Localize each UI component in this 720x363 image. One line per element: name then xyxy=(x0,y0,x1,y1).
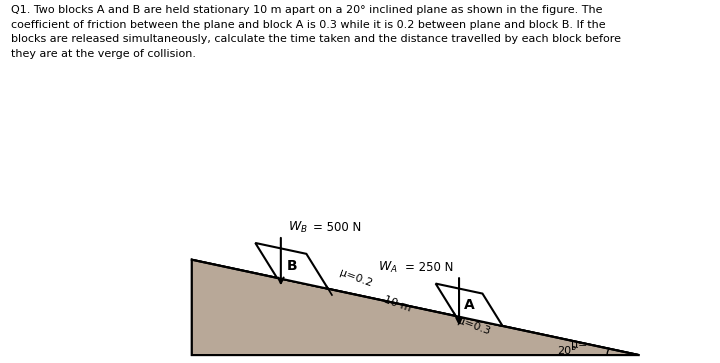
Polygon shape xyxy=(192,260,639,355)
Polygon shape xyxy=(436,284,503,326)
Text: μ=0.2: μ=0.2 xyxy=(338,268,374,289)
Text: = 250 N: = 250 N xyxy=(405,261,453,274)
Text: $W_A$: $W_A$ xyxy=(377,260,397,276)
Text: μ=: μ= xyxy=(571,340,588,350)
Text: 10 m: 10 m xyxy=(382,294,413,313)
Text: $W_B$: $W_B$ xyxy=(287,220,307,235)
Text: 20°: 20° xyxy=(557,346,577,356)
Text: μ=0.3: μ=0.3 xyxy=(456,316,492,337)
Polygon shape xyxy=(192,260,639,355)
Text: A: A xyxy=(464,298,474,312)
Text: Q1. Two blocks A and B are held stationary 10 m apart on a 20° inclined plane as: Q1. Two blocks A and B are held stationa… xyxy=(11,5,621,59)
Text: = 500 N: = 500 N xyxy=(312,221,361,234)
Polygon shape xyxy=(256,243,328,289)
Text: B: B xyxy=(287,259,297,273)
